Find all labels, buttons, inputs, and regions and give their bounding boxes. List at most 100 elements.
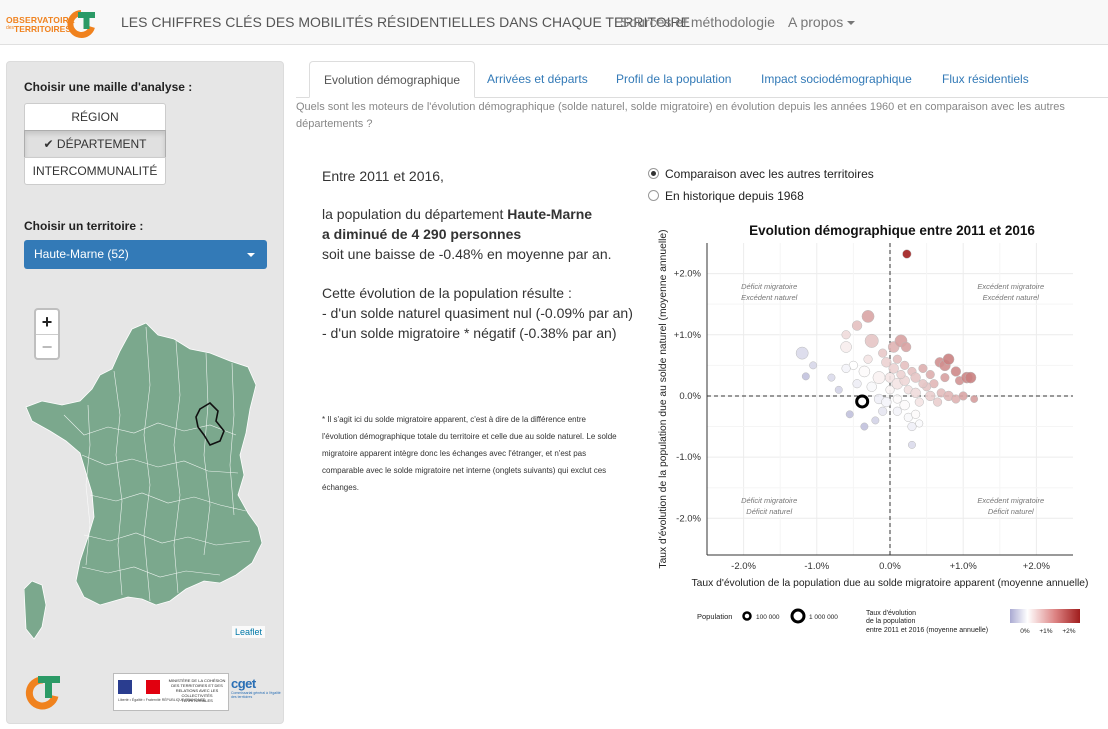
data-point <box>795 346 809 360</box>
quadrant-label: Excédent migratoire <box>977 496 1044 505</box>
observatoire-logo[interactable]: OBSERVATOIRE des TERRITOIRES <box>6 6 98 40</box>
summary-population: la population du département Haute-Marne… <box>322 204 612 264</box>
legend-color-bar <box>1010 609 1080 623</box>
maille-departement-button[interactable]: ✔ DÉPARTEMENT <box>24 130 166 158</box>
quadrant-label: Déficit naturel <box>988 507 1034 516</box>
france-shape <box>25 322 263 606</box>
legend-color-tick: 0% <box>1020 628 1030 635</box>
data-point <box>933 397 943 407</box>
data-point <box>892 354 902 364</box>
tab-flux-residentiels[interactable]: Flux résidentiels <box>942 72 1029 86</box>
data-point <box>888 363 899 374</box>
legend-size-small-label: 100 000 <box>756 614 780 621</box>
legend-size-small <box>742 611 752 621</box>
data-point <box>884 372 896 383</box>
tab-question: Quels sont les moteurs de l'évolution dé… <box>296 101 1065 130</box>
data-point <box>908 440 916 449</box>
cget-logo: cget Commissariat général à l'égalité de… <box>231 676 283 699</box>
data-point <box>950 366 962 377</box>
chart-title: Evolution démographique entre 2011 et 20… <box>749 223 1035 238</box>
corsica-shape <box>24 580 47 640</box>
radio-comparaison[interactable]: Comparaison avec les autres territoires <box>648 167 874 181</box>
zoom-out-button[interactable]: − <box>36 334 58 358</box>
radio-historique-label: En historique depuis 1968 <box>665 189 804 203</box>
y-tick-label: 0.0% <box>679 391 701 402</box>
y-axis-label: Taux d'évolution de la population due au… <box>658 229 669 568</box>
maille-region-button[interactable]: RÉGION <box>24 103 166 131</box>
data-point <box>860 422 869 431</box>
summary-line5: - d'un solde naturel quasiment nul (-0.0… <box>322 305 633 321</box>
data-point <box>918 379 928 389</box>
x-tick-label: -1.0% <box>804 561 829 572</box>
ministere-logo: Liberté • Égalité • Fraternité RÉPUBLIQU… <box>113 673 229 711</box>
tab-evolution-demographique[interactable]: Evolution démographique <box>309 61 476 98</box>
data-point <box>896 369 906 380</box>
gov-ministry-text: MINISTÈRE DE LA COHÉSION DES TERRITOIRES… <box>168 678 226 703</box>
summary-line4: Cette évolution de la population résulte… <box>322 285 572 301</box>
data-point <box>910 372 921 383</box>
department-borders <box>63 326 251 602</box>
data-point <box>964 371 977 384</box>
data-point <box>878 348 888 358</box>
maille-intercommunalite-button[interactable]: INTERCOMMUNALITÉ <box>24 157 166 185</box>
nav-about-label: A propos <box>788 14 844 30</box>
y-tick-label: +2.0% <box>674 269 702 280</box>
radio-historique[interactable]: En historique depuis 1968 <box>648 189 804 203</box>
sidebar: Choisir une maille d'analyse : RÉGION ✔ … <box>6 61 284 724</box>
summary-rate: soit une baisse de -0.48% en moyenne par… <box>322 246 612 262</box>
data-point <box>841 363 851 373</box>
data-point <box>899 399 910 411</box>
logo-line2: TERRITOIRES <box>14 24 71 34</box>
ct-footer-logo-icon <box>25 676 60 710</box>
ct-logo-icon <box>67 10 95 38</box>
territoire-select[interactable]: Haute-Marne (52) <box>24 240 267 269</box>
zoom-in-button[interactable]: + <box>41 312 53 332</box>
leaflet-attribution[interactable]: Leaflet <box>232 626 266 638</box>
data-point <box>861 310 875 323</box>
data-point <box>940 373 950 383</box>
territoire-select-value: Haute-Marne (52) <box>34 247 129 261</box>
data-point <box>911 409 921 419</box>
data-point <box>809 361 818 370</box>
data-point <box>878 406 888 416</box>
data-point <box>942 353 955 365</box>
territory-name: Haute-Marne <box>507 206 593 222</box>
data-point <box>858 365 871 378</box>
top-navbar: OBSERVATOIRE des TERRITOIRES LES CHIFFRE… <box>0 0 1108 45</box>
quadrant-label: Excédent naturel <box>983 293 1040 302</box>
data-point <box>801 372 810 381</box>
quadrant-label: Excédent naturel <box>741 293 798 302</box>
map-zoom-control: + − <box>34 308 60 360</box>
data-point <box>892 406 902 416</box>
data-point <box>892 394 902 404</box>
data-point <box>863 354 873 364</box>
y-tick-label: -2.0% <box>676 513 701 524</box>
data-point <box>851 320 863 331</box>
legend-color-label: de la population <box>866 618 916 625</box>
data-point <box>881 357 892 368</box>
tab-impact-sociodemographique[interactable]: Impact sociodémographique <box>761 72 912 86</box>
tab-profil-population[interactable]: Profil de la population <box>616 72 732 86</box>
data-point <box>915 419 924 428</box>
summary-line1-pre: la population du département <box>322 206 508 222</box>
data-point <box>900 360 910 370</box>
chevron-down-icon <box>247 253 255 257</box>
app-title: LES CHIFFRES CLÉS DES MOBILITÉS RÉSIDENT… <box>121 14 690 30</box>
gov-motto: Liberté • Égalité • Fraternité RÉPUBLIQU… <box>118 698 206 702</box>
tab-arrivees-departs[interactable]: Arrivées et départs <box>487 72 588 86</box>
nav-sources[interactable]: Sources et méthodologie <box>620 14 775 30</box>
cget-subtext: Commissariat général à l'égalité des ter… <box>231 691 281 699</box>
haute-marne-outline[interactable] <box>195 401 225 446</box>
legend-color-label: entre 2011 et 2016 (moyenne annuelle) <box>866 627 988 634</box>
data-point <box>872 371 886 384</box>
maille-button-group: RÉGION ✔ DÉPARTEMENT INTERCOMMUNALITÉ <box>24 103 166 185</box>
nav-about[interactable]: A propos <box>788 14 856 30</box>
data-point <box>827 373 836 382</box>
data-point <box>845 410 854 419</box>
summary-line6: - d'un solde migratoire * négatif (-0.38… <box>322 325 617 341</box>
data-point <box>841 330 851 340</box>
summary-period: Entre 2011 et 2016, <box>322 168 444 184</box>
territoire-label: Choisir un territoire : <box>24 219 144 233</box>
france-map[interactable] <box>24 305 268 645</box>
data-point <box>958 391 968 401</box>
